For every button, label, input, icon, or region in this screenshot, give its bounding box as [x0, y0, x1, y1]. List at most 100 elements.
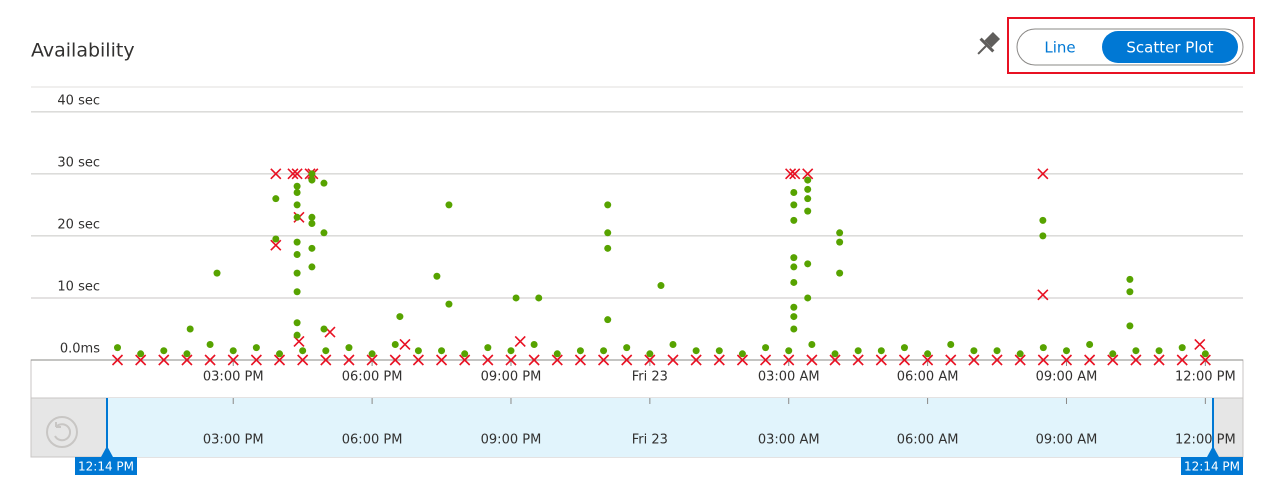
range-tick-label: 09:00 AM — [1036, 433, 1098, 448]
fail-point — [991, 354, 1003, 366]
pin-base — [979, 37, 995, 53]
x-tick-label: 12:00 PM — [1175, 370, 1236, 385]
success-point — [836, 238, 844, 246]
pin-needle — [977, 45, 987, 55]
fail-point — [783, 354, 795, 366]
range-label-box — [75, 457, 137, 475]
success-point — [272, 235, 280, 243]
success-point — [293, 213, 301, 221]
success-point — [293, 288, 301, 296]
x-tick-label: 03:00 PM — [203, 370, 264, 385]
success-point — [229, 347, 237, 355]
fail-point — [111, 354, 124, 366]
success-point — [433, 272, 441, 280]
fail-point — [667, 354, 679, 366]
fail-point — [806, 354, 818, 366]
chart-title: Availability — [31, 40, 135, 62]
success-point — [1132, 347, 1140, 355]
success-point — [308, 213, 316, 221]
pin-icon[interactable] — [972, 29, 1003, 60]
range-handle[interactable] — [101, 446, 113, 457]
fail-point — [505, 354, 517, 366]
success-point — [576, 347, 584, 355]
fail-point — [1037, 289, 1049, 301]
success-point — [507, 347, 515, 355]
fail-point — [158, 354, 170, 366]
success-point — [970, 347, 978, 355]
success-point — [213, 269, 221, 277]
success-point — [308, 220, 316, 227]
fail-point — [1194, 338, 1206, 351]
toggle-option[interactable]: Scatter Plot — [1126, 39, 1213, 57]
fail-point — [250, 354, 262, 366]
success-point — [604, 244, 612, 252]
toggle-option[interactable]: Line — [1044, 39, 1075, 57]
success-point — [836, 229, 844, 237]
fail-point — [1199, 354, 1211, 366]
success-point — [535, 294, 543, 302]
fail-point — [204, 354, 216, 366]
success-point — [790, 254, 798, 262]
fail-point — [736, 354, 749, 366]
success-point — [160, 347, 168, 355]
success-point — [993, 347, 1001, 355]
success-point — [276, 350, 284, 358]
toggle-selected — [1102, 31, 1238, 63]
x-tick-label: 03:00 AM — [758, 370, 820, 385]
fail-point — [181, 354, 193, 366]
success-point — [293, 269, 301, 277]
success-point — [785, 347, 793, 355]
fail-point — [829, 354, 841, 366]
success-point — [947, 340, 955, 348]
fail-point — [713, 354, 725, 366]
x-tick-label: 09:00 AM — [1036, 370, 1098, 385]
success-point — [790, 303, 798, 311]
fail-point — [270, 239, 282, 251]
x-tick-label: 09:00 PM — [481, 370, 542, 385]
success-point — [790, 188, 798, 196]
success-point — [1155, 347, 1163, 355]
success-point — [461, 350, 469, 358]
fail-point — [482, 354, 494, 366]
success-point — [530, 340, 538, 348]
toggle-options: Line Scatter Plot — [1044, 31, 1238, 63]
success-point — [308, 170, 316, 178]
success-point — [804, 195, 812, 203]
fail-point — [597, 354, 610, 366]
range-handle[interactable] — [1207, 446, 1219, 457]
success-point — [790, 263, 798, 271]
success-point — [854, 347, 862, 355]
fail-point — [1130, 354, 1142, 366]
success-point — [137, 350, 145, 358]
fail-point — [435, 354, 448, 366]
success-point — [808, 340, 816, 348]
reset-button[interactable] — [46, 416, 78, 448]
success-point — [293, 182, 301, 190]
success-point — [113, 344, 121, 352]
x-axis-box — [30, 359, 1244, 399]
success-point — [272, 195, 280, 203]
fail-point — [760, 354, 772, 366]
success-point — [900, 344, 908, 352]
highlight-box — [1007, 17, 1255, 74]
success-point — [186, 325, 194, 333]
success-point — [320, 229, 328, 237]
fail-point — [270, 168, 282, 180]
range-tick-label: Fri 23 — [632, 433, 668, 448]
fail-point — [291, 168, 303, 180]
success-point — [604, 229, 612, 237]
success-point — [790, 278, 798, 286]
fail-point — [922, 354, 934, 366]
success-point — [1178, 344, 1186, 352]
success-point — [391, 340, 399, 348]
y-tick-label: 20 sec — [57, 217, 100, 232]
success-point — [293, 319, 301, 327]
success-point — [308, 263, 316, 271]
success-point — [836, 269, 844, 277]
range-label-box — [1181, 457, 1243, 475]
fail-point — [227, 354, 239, 366]
fail-point — [273, 354, 286, 366]
success-point — [1126, 275, 1134, 283]
success-point — [293, 188, 301, 196]
